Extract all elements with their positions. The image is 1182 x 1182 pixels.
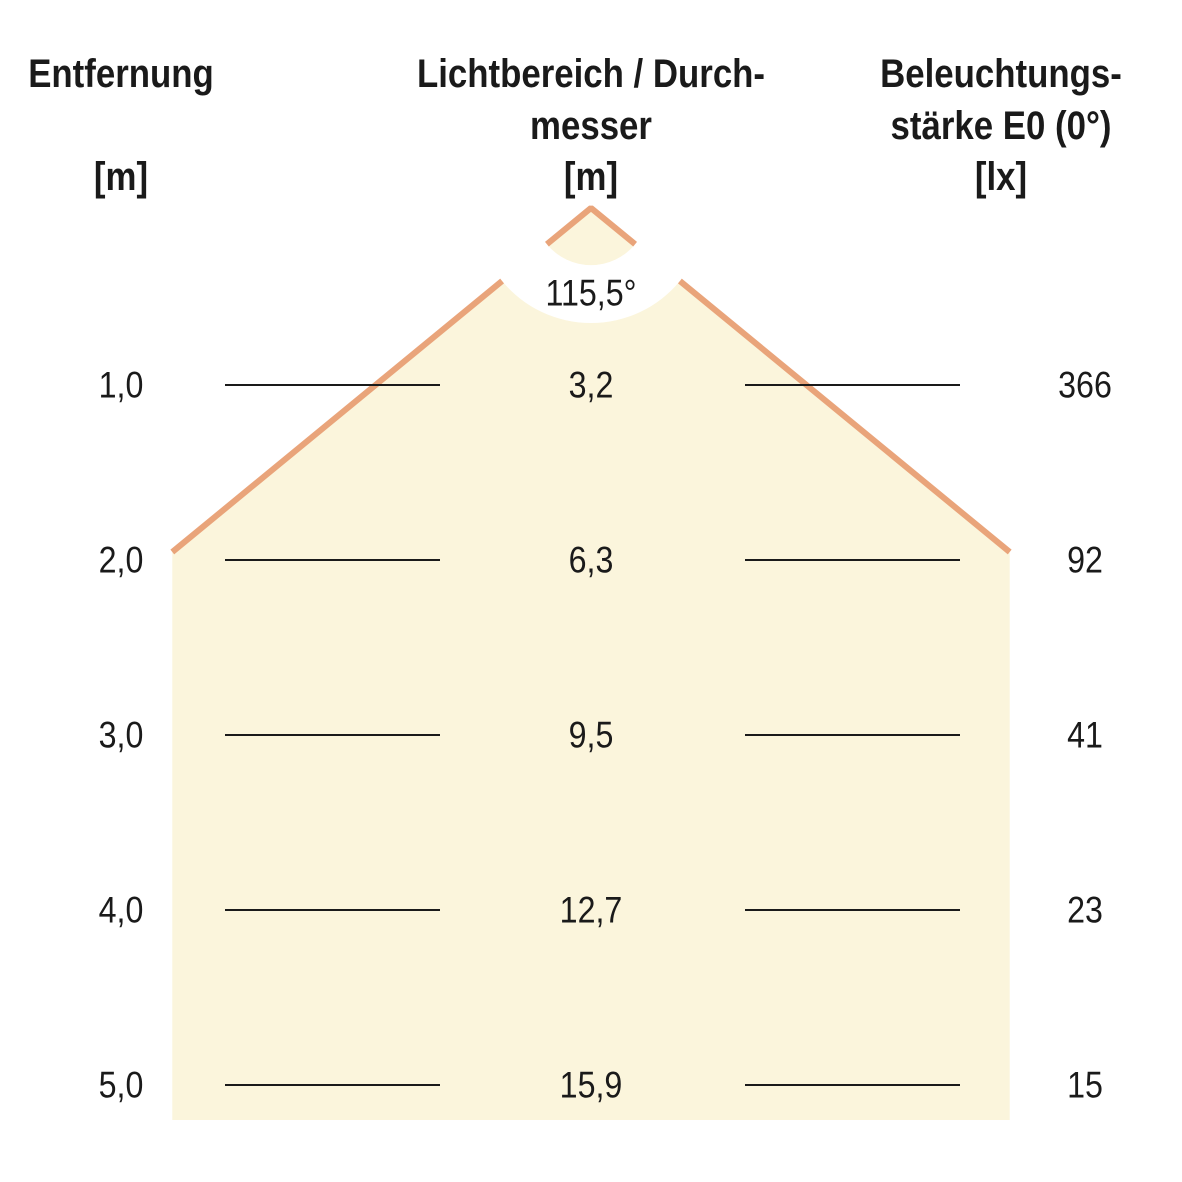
diameter-column-title-line1: Lichtbereich / Durch-: [416, 52, 766, 96]
diameter-value: 15,9: [559, 1064, 623, 1106]
cone-right-edge: [677, 278, 1012, 555]
cone-apex-outline: [544, 205, 638, 247]
illuminance-value: 366: [1058, 364, 1112, 406]
tick-lines: [225, 384, 960, 1086]
illuminance-column-title-line2: stärke E0 (0°): [890, 104, 1112, 148]
diameter-value: 9,5: [568, 714, 614, 756]
illuminance-value: 92: [1067, 539, 1103, 581]
distance-column-unit: [m]: [93, 155, 149, 199]
distance-value: 5,0: [98, 1064, 144, 1106]
illuminance-column-unit: [lx]: [974, 155, 1028, 199]
cone-body: [172, 281, 1010, 1120]
diameter-column-unit: [m]: [563, 155, 619, 199]
diameter-value: 3,2: [568, 364, 614, 406]
illuminance-column-title-line1: Beleuchtungs-: [880, 52, 1122, 96]
distance-value: 2,0: [98, 539, 144, 581]
distance-value: 3,0: [98, 714, 144, 756]
cone-left-edge: [170, 278, 505, 555]
beam-angle-label: 115,5°: [545, 272, 637, 314]
diameter-column-title-line2: messer: [530, 104, 652, 148]
illuminance-value: 15: [1067, 1064, 1103, 1106]
distance-value: 4,0: [98, 889, 144, 931]
cone-apex-sector: [546, 208, 636, 266]
illuminance-value: 41: [1067, 714, 1103, 756]
diameter-value: 6,3: [568, 539, 614, 581]
distance-column-title: Entfernung: [28, 52, 214, 96]
distance-value: 1,0: [98, 364, 144, 406]
illuminance-value: 23: [1067, 889, 1103, 931]
diameter-value: 12,7: [559, 889, 623, 931]
